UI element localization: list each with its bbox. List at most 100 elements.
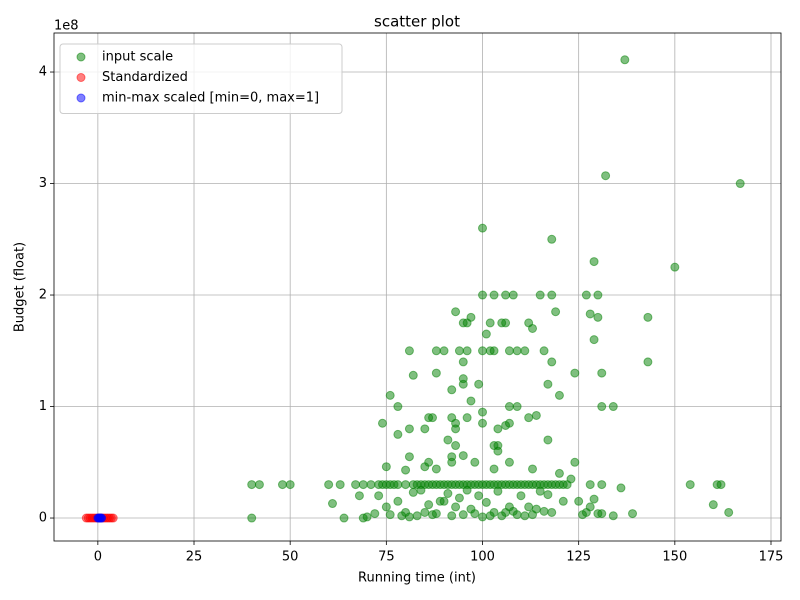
point [547,234,557,244]
point [539,346,549,356]
point [431,346,441,356]
point [428,413,438,423]
point [451,502,461,512]
point [493,424,503,434]
legend-label: min-max scaled [min=0, max=1] [102,91,319,106]
point [685,480,695,490]
point [535,290,545,300]
point [404,346,414,356]
point [539,506,549,516]
point [554,390,564,400]
point [512,510,522,520]
point [735,179,745,189]
point [447,385,457,395]
point [504,346,514,356]
point [593,312,603,322]
point [581,290,591,300]
point [543,435,553,445]
point [277,480,287,490]
point [593,290,603,300]
point [601,171,611,181]
point [431,368,441,378]
point [351,480,361,490]
point [585,480,595,490]
point [485,318,495,328]
point [339,513,349,523]
point [520,346,530,356]
point [708,500,718,510]
point [374,491,384,501]
point [431,464,441,474]
point [589,257,599,267]
plot-frame [53,32,782,542]
point [358,513,368,523]
point [597,402,607,412]
point [397,511,407,521]
point [504,457,514,467]
point [404,424,414,434]
point [535,486,545,496]
point [404,452,414,462]
point [474,491,484,501]
point [420,507,430,517]
point [543,490,553,500]
point [424,500,434,510]
point [520,511,530,521]
point [447,457,457,467]
point [551,307,561,317]
y-tick-label: 0 [39,511,47,526]
point [566,474,576,484]
chart-title: scatter plot [374,13,460,31]
point [451,307,461,317]
point [412,511,422,521]
point [543,379,553,389]
point [420,424,430,434]
point [478,418,488,428]
point [335,480,345,490]
legend-marker [76,73,86,82]
point [401,480,411,490]
point [616,483,626,493]
point [597,368,607,378]
point [285,480,295,490]
point [381,502,391,512]
point [458,379,468,389]
point [620,55,630,65]
point [524,413,534,423]
x-tick-label: 75 [378,550,395,565]
point [547,507,557,517]
x-tick-label: 50 [282,550,299,565]
point [470,509,480,519]
point [327,499,337,509]
point [358,480,368,490]
point [493,446,503,456]
x-tick-label: 100 [470,550,495,565]
point [512,402,522,412]
point [108,513,118,523]
point [97,513,107,523]
point [393,480,403,490]
point [466,396,476,406]
point [501,507,511,517]
point [528,510,538,520]
point [443,489,453,499]
point [570,368,580,378]
point [393,402,403,412]
point [501,290,511,300]
point [462,485,472,495]
point [531,410,541,420]
point [458,357,468,367]
point [393,496,403,506]
point [462,346,472,356]
y-tick-label: 1 [39,399,47,414]
point [408,370,418,380]
x-axis-label: Running time (int) [358,571,476,586]
point [481,329,491,339]
point [470,457,480,467]
point [451,424,461,434]
point [454,493,464,503]
point [439,346,449,356]
point [420,462,430,472]
point [597,480,607,490]
